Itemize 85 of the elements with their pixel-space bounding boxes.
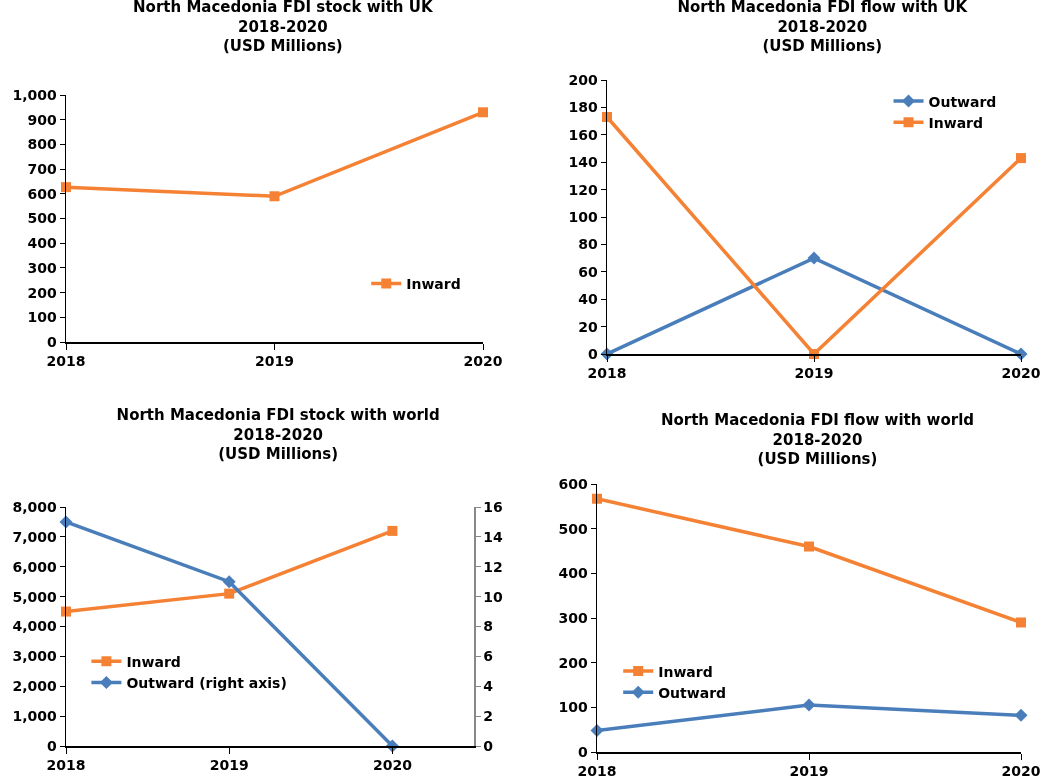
y-tick-label: 1,000 (12, 708, 57, 725)
y-tick-label: 100 (568, 208, 598, 225)
legend-label: Inward (126, 653, 181, 670)
y-tick-label: 900 (27, 111, 57, 128)
point (478, 107, 488, 118)
y-tick-label: 20 (578, 318, 598, 335)
y-tick-label: 7,000 (12, 528, 57, 545)
x-tick-label: 2020 (1001, 365, 1041, 382)
chart-title: North Macedonia FDI stock with UK 2018-2020 (USD Millions) (133, 0, 434, 55)
point (804, 541, 814, 552)
y-tick-label: 120 (568, 181, 598, 198)
y-tick-label: 2,000 (12, 678, 57, 695)
point (602, 111, 612, 122)
legend-label: Outward (right axis) (126, 674, 287, 691)
y-tick-label: 700 (27, 161, 57, 177)
y-tick-label: 300 (558, 609, 588, 626)
point (61, 606, 71, 617)
x-tick-label: 2019 (789, 763, 829, 776)
y-tick-label: 600 (27, 185, 57, 202)
x-tick-label: 2019 (794, 365, 834, 382)
y-tick-label: 1,000 (12, 86, 57, 103)
chart-title: North Macedonia FDI flow with world 2018-2020 (USD Millions) (660, 411, 975, 468)
y2-tick-label: 4 (483, 678, 494, 695)
y-tick-label: 140 (568, 154, 598, 171)
y-tick-label: 600 (558, 475, 588, 492)
x-tick-label: 2020 (372, 757, 413, 774)
y-tick-label: 0 (577, 743, 588, 760)
point (1014, 708, 1028, 722)
y2-tick-label: 0 (483, 737, 494, 754)
y2-tick-label: 8 (483, 618, 494, 635)
x-tick-label: 2019 (209, 757, 249, 774)
y-tick-label: 160 (568, 126, 598, 143)
point (222, 575, 236, 589)
point (269, 191, 280, 202)
y-tick-label: 400 (27, 235, 57, 252)
point (224, 588, 235, 599)
point (61, 182, 71, 193)
point (387, 525, 398, 536)
y-tick-label: 80 (578, 236, 598, 253)
legend-label: Inward (928, 114, 983, 131)
y-tick-label: 6,000 (12, 558, 57, 575)
y-tick-label: 800 (27, 136, 57, 153)
x-tick-label: 2018 (46, 757, 86, 774)
y-tick-label: 0 (587, 345, 598, 362)
point (802, 698, 816, 712)
y2-tick-label: 6 (483, 648, 494, 665)
legend-label: Inward (406, 276, 461, 293)
x-tick-label: 2018 (46, 353, 86, 370)
y2-tick-label: 12 (483, 558, 503, 575)
y-tick-label: 100 (558, 699, 588, 716)
chart-title: North Macedonia FDI stock with world 2018-2020 (USD Millions) (116, 406, 440, 463)
y2-tick-label: 2 (483, 708, 494, 725)
y-tick-label: 3,000 (12, 648, 57, 665)
x-tick-label: 2020 (463, 353, 503, 370)
chart-title: North Macedonia FDI flow with UK 2018-2020 (USD Millions) (677, 0, 969, 55)
y-tick-label: 60 (578, 263, 598, 280)
y-tick-label: 200 (558, 654, 588, 671)
y-tick-label: 500 (27, 210, 57, 227)
y2-tick-label: 14 (483, 528, 504, 545)
y-tick-label: 0 (46, 737, 57, 754)
y-tick-label: 180 (568, 99, 598, 116)
legend-label: Inward (658, 663, 713, 680)
y-tick-label: 0 (46, 333, 57, 350)
legend-label: Outward (658, 684, 727, 701)
x-tick-label: 2018 (577, 763, 617, 776)
y-tick-label: 300 (27, 259, 57, 276)
y-tick-label: 200 (27, 284, 57, 301)
point (1016, 153, 1026, 164)
y-tick-label: 5,000 (12, 588, 57, 605)
x-tick-label: 2020 (1001, 763, 1041, 776)
point (592, 493, 602, 504)
legend-label: Outward (928, 93, 997, 110)
y-tick-label: 200 (568, 71, 598, 88)
point (807, 251, 821, 265)
y2-tick-label: 10 (483, 588, 504, 605)
y2-tick-label: 16 (483, 498, 503, 515)
y-tick-label: 400 (558, 565, 588, 582)
y-tick-label: 4,000 (12, 618, 57, 635)
x-tick-label: 2019 (255, 353, 294, 370)
x-tick-label: 2018 (587, 365, 627, 382)
y-tick-label: 8,000 (12, 498, 57, 515)
y-tick-label: 500 (558, 520, 588, 537)
y-tick-label: 40 (578, 291, 598, 308)
y-tick-label: 100 (27, 309, 57, 326)
point (1016, 617, 1026, 628)
